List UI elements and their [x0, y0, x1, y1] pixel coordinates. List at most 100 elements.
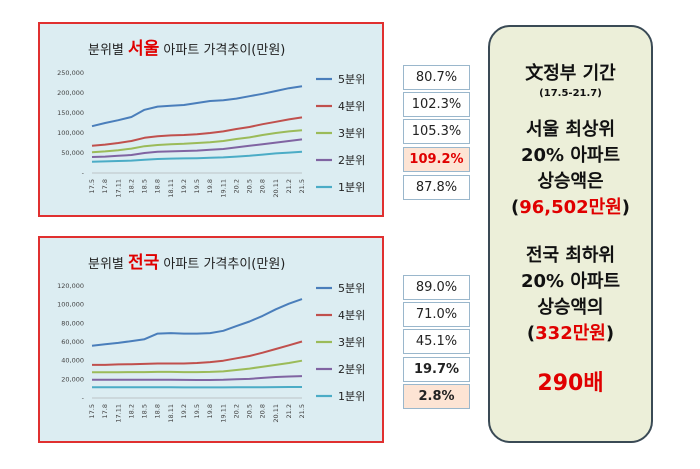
chart-title-region: 전국: [128, 253, 160, 273]
y-tick-label: 100,000: [57, 129, 84, 137]
legend-label: 5분위: [338, 73, 365, 86]
legend-label: 4분위: [338, 309, 365, 322]
x-tick-label: 19.8: [206, 179, 214, 193]
chart-title-prefix: 분위별: [88, 257, 128, 272]
summary-title: 文정부 기간: [525, 63, 616, 84]
summary-national-line3: 상승액의: [537, 297, 604, 318]
growth-rate-box: 105.3%: [403, 119, 470, 144]
growth-rate-box: 102.3%: [403, 92, 470, 117]
x-tick-label: 21.2: [285, 404, 293, 418]
summary-seoul-line2: 20% 아파트: [520, 145, 621, 166]
growth-rate-box: 71.0%: [403, 302, 470, 327]
seoul-chart-panel: 분위별 서울 아파트 가격추이(만원) - 50,000 100,000 150,000…: [38, 22, 384, 217]
growth-rate-box: 89.0%: [403, 275, 470, 300]
chart-title-suffix: 아파트 가격추이(만원): [159, 43, 285, 58]
x-tick-label: 17.11: [114, 179, 122, 198]
x-tick-label: 20.11: [272, 179, 280, 198]
x-tick-label: 21.5: [298, 179, 306, 193]
summary-seoul-amount: (96,502만원): [490, 195, 651, 221]
legend-label: 2분위: [338, 154, 365, 167]
summary-national-line2: 20% 아파트: [520, 271, 621, 292]
y-tick-label: 80,000: [61, 319, 84, 327]
x-tick-label: 19.11: [219, 404, 227, 423]
x-tick-label: 20.5: [246, 179, 254, 193]
x-tick-label: 18.8: [154, 179, 162, 193]
amount-value: 332만원: [535, 323, 606, 344]
x-tick-label: 18.8: [154, 404, 162, 418]
chart-title-suffix: 아파트 가격추이(만원): [159, 257, 285, 272]
growth-rate-box: 109.2%: [403, 147, 470, 172]
summary-seoul-line1: 서울 최상위: [525, 119, 616, 140]
amount-value: 96,502만원: [519, 197, 622, 218]
x-tick-label: 18.5: [141, 404, 149, 418]
y-tick-label: 40,000: [61, 357, 84, 365]
x-tick-label: 18.5: [141, 179, 149, 193]
x-tick-label: 19.8: [206, 404, 214, 418]
summary-box: 文정부 기간 (17.5-21.7) 서울 최상위 20% 아파트 상승액은 (…: [488, 25, 653, 443]
x-tick-label: 19.11: [219, 179, 227, 198]
y-tick-label: 120,000: [57, 282, 84, 290]
series-line-2: [92, 375, 303, 381]
y-tick-label: 100,000: [57, 301, 84, 309]
x-tick-label: 19.2: [180, 404, 188, 418]
legend-label: 1분위: [338, 181, 365, 194]
series-line-5: [91, 298, 303, 347]
paren-open: (: [510, 197, 520, 218]
y-tick-label: 20,000: [61, 375, 84, 383]
paren-open: (: [526, 323, 536, 344]
x-tick-label: 18.11: [167, 404, 175, 423]
chart-title: 분위별 서울 아파트 가격추이(만원): [88, 39, 285, 59]
national-line-chart: 분위별 전국 아파트 가격추이(만원) - 20,000 40,000 60,000 80…: [57, 253, 365, 423]
y-tick-label: 50,000: [61, 149, 84, 157]
x-tick-label: 17.8: [101, 404, 109, 418]
growth-rate-box: 45.1%: [403, 329, 470, 354]
x-tick-label: 19.2: [180, 179, 188, 193]
x-tick-label: 18.2: [127, 404, 135, 418]
x-tick-label: 19.5: [193, 404, 201, 418]
x-tick-label: 21.5: [298, 404, 306, 418]
series-line-4: [92, 340, 303, 366]
y-tick-label: 250,000: [57, 69, 84, 77]
x-tick-label: 20.8: [259, 179, 267, 193]
y-tick-label: 60,000: [61, 338, 84, 346]
y-tick-label: -: [82, 394, 85, 402]
chart-title-prefix: 분위별: [88, 43, 128, 58]
x-tick-label: 17.11: [114, 404, 122, 423]
series-line-5: [91, 85, 303, 128]
x-tick-label: 17.5: [88, 404, 96, 418]
series-line-2: [91, 138, 303, 158]
national-chart-panel: 분위별 전국 아파트 가격추이(만원) - 20,000 40,000 60,000 80…: [38, 236, 384, 443]
seoul-line-chart: 분위별 서울 아파트 가격추이(만원) - 50,000 100,000 150,000…: [57, 39, 365, 198]
paren-close: ): [605, 323, 615, 344]
summary-period: (17.5-21.7): [539, 88, 602, 99]
series-line-1: [91, 150, 303, 163]
chart-title-region: 서울: [128, 39, 160, 59]
series-line-3: [91, 129, 303, 154]
x-tick-label: 19.5: [193, 179, 201, 193]
series-line-3: [92, 359, 303, 374]
summary-national-line1: 전국 최하위: [525, 245, 616, 266]
growth-rate-box: 2.8%: [403, 384, 470, 409]
x-tick-label: 18.2: [127, 179, 135, 193]
x-tick-label: 20.2: [232, 404, 240, 418]
x-tick-label: 20.2: [232, 179, 240, 193]
x-tick-label: 17.5: [88, 179, 96, 193]
y-tick-label: -: [82, 169, 85, 177]
x-tick-label: 20.8: [259, 404, 267, 418]
legend-label: 3분위: [338, 336, 365, 349]
paren-close: ): [621, 197, 631, 218]
growth-rate-box: 80.7%: [403, 65, 470, 90]
legend-label: 5분위: [338, 282, 365, 295]
x-tick-label: 18.11: [167, 179, 175, 198]
legend-label: 2분위: [338, 363, 365, 376]
y-tick-label: 150,000: [57, 109, 84, 117]
series-line-4: [91, 116, 303, 147]
growth-rate-box: 87.8%: [403, 175, 470, 200]
x-tick-label: 17.8: [101, 179, 109, 193]
legend-label: 1분위: [338, 390, 365, 403]
chart-title: 분위별 전국 아파트 가격추이(만원): [88, 253, 285, 273]
x-tick-label: 20.11: [272, 404, 280, 423]
x-tick-label: 21.2: [285, 179, 293, 193]
summary-ratio: 290배: [537, 371, 604, 396]
legend-label: 3분위: [338, 127, 365, 140]
